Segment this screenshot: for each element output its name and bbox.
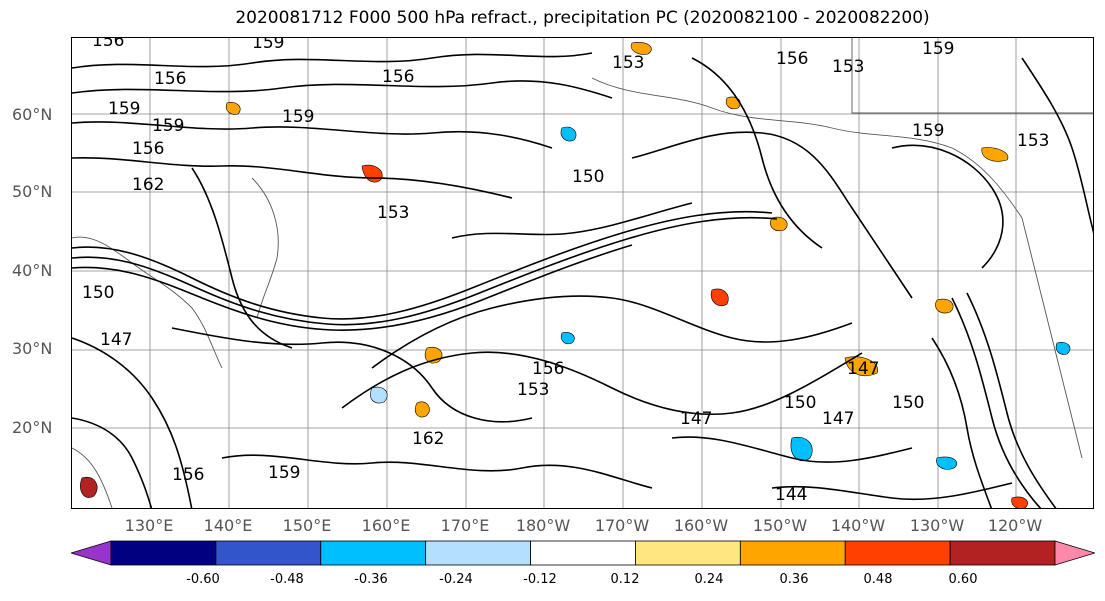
contour-label: 153 (612, 53, 644, 73)
contour-label: 147 (847, 359, 879, 379)
contour-label: 162 (412, 429, 444, 449)
map-gridlines (72, 38, 1093, 508)
colorbar-tick-label: 0.48 (863, 572, 893, 587)
lon-label-140w: 140°W (830, 516, 886, 535)
colorbar-cell (635, 540, 741, 566)
lon-label-180w: 180°W (515, 516, 571, 535)
lon-label-160w: 160°W (673, 516, 729, 535)
colorbar-tick-label: -0.60 (186, 572, 220, 587)
colorbar-tick-label: -0.36 (354, 572, 388, 587)
colorbar-extend-low (71, 540, 112, 566)
lat-label-20n: 20°N (12, 418, 53, 437)
colorbar-cell (739, 540, 846, 566)
contour-label: 150 (572, 167, 604, 187)
contour-label: 159 (108, 99, 140, 119)
lon-label-170e: 170°E (440, 516, 490, 535)
contour-label: 162 (132, 175, 164, 195)
contour-label: 156 (172, 465, 204, 485)
contour-label-group: 156 159 156 159 159 156 162 159 147 150 … (82, 38, 1049, 505)
lon-label-140e: 140°E (203, 516, 253, 535)
contour-label: 147 (822, 409, 854, 429)
colorbar-tick-label: -0.24 (439, 572, 473, 587)
map-canvas: 156 159 156 159 159 156 162 159 147 150 … (72, 38, 1093, 508)
contour-label: 156 (132, 139, 164, 159)
contour-label: 153 (1017, 131, 1049, 151)
contour-label: 159 (252, 38, 284, 53)
colorbar-cell (530, 540, 636, 566)
colorbar-tick-label: 0.60 (948, 572, 978, 587)
lat-label-50n: 50°N (12, 182, 53, 201)
contour-label: 144 (775, 485, 807, 505)
contour-label: 156 (532, 359, 564, 379)
colorbar-cell (949, 540, 1056, 566)
colorbar-cell (215, 540, 322, 566)
lon-label-130e: 130°E (124, 516, 174, 535)
contour-label: 150 (784, 393, 816, 413)
lon-label-170w: 170°W (594, 516, 650, 535)
colorbar-tick-label: 0.24 (694, 572, 724, 587)
contour-lines (72, 52, 1093, 508)
colorbar-cell (110, 540, 217, 566)
colorbar-cell (425, 540, 531, 566)
contour-label: 150 (82, 283, 114, 303)
lon-label-160e: 160°E (361, 516, 411, 535)
lon-label-150w: 150°W (752, 516, 808, 535)
contour-label: 156 (776, 49, 808, 69)
lon-label-120w: 120°W (987, 516, 1043, 535)
lon-label-130w: 130°W (909, 516, 965, 535)
colorbar (71, 540, 1095, 566)
lon-label-150e: 150°E (282, 516, 332, 535)
precipitation-shading (80, 42, 1071, 508)
chart-title: 2020081712 F000 500 hPa refract., precip… (235, 8, 930, 28)
colorbar-extend-high (1054, 540, 1095, 566)
contour-label: 159 (912, 121, 944, 141)
colorbar-tick-label: -0.12 (523, 572, 557, 587)
contour-label: 159 (268, 463, 300, 483)
lat-label-30n: 30°N (12, 339, 53, 358)
colorbar-tick-label: -0.48 (270, 572, 304, 587)
coastlines (72, 38, 1093, 508)
contour-label: 159 (922, 39, 954, 59)
map-panel: 156 159 156 159 159 156 162 159 147 150 … (71, 37, 1094, 509)
colorbar-cell (320, 540, 427, 566)
colorbar-tick-label: 0.36 (779, 572, 809, 587)
contour-label: 147 (680, 409, 712, 429)
contour-label: 156 (382, 67, 414, 87)
contour-label: 147 (100, 330, 132, 350)
lat-label-40n: 40°N (12, 261, 53, 280)
contour-label: 153 (832, 57, 864, 77)
colorbar-cell (844, 540, 951, 566)
colorbar-tick-label: 0.12 (610, 572, 640, 587)
contour-label: 159 (152, 116, 184, 136)
lat-label-60n: 60°N (12, 105, 53, 124)
contour-label: 153 (377, 203, 409, 223)
contour-label: 156 (92, 38, 124, 51)
contour-label: 156 (154, 69, 186, 89)
contour-label: 153 (517, 380, 549, 400)
contour-label: 159 (282, 107, 314, 127)
contour-label: 150 (892, 393, 924, 413)
